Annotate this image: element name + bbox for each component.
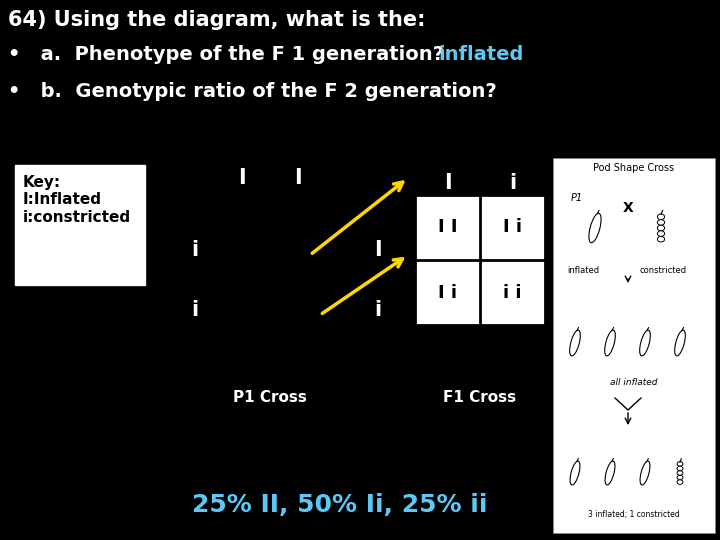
Ellipse shape (570, 330, 580, 356)
Text: I: I (444, 173, 451, 193)
Text: F1 Cross: F1 Cross (444, 390, 516, 405)
Ellipse shape (640, 461, 650, 485)
Ellipse shape (657, 231, 665, 237)
Text: I: I (374, 240, 382, 260)
Text: I: I (294, 168, 302, 188)
Ellipse shape (605, 461, 615, 485)
Ellipse shape (657, 220, 665, 225)
Text: 3 inflated; 1 constricted: 3 inflated; 1 constricted (588, 510, 680, 519)
Text: I i: I i (503, 219, 522, 237)
Text: i: i (509, 173, 516, 193)
Ellipse shape (639, 330, 650, 356)
Text: I: I (238, 168, 246, 188)
Text: Key:
I:Inflated
i:constricted: Key: I:Inflated i:constricted (23, 175, 131, 225)
Text: •   a.  Phenotype of the F 1 generation?: • a. Phenotype of the F 1 generation? (8, 45, 451, 64)
Ellipse shape (677, 471, 683, 475)
Text: Pod Shape Cross: Pod Shape Cross (593, 163, 675, 173)
Text: 25% II, 50% Ii, 25% ii: 25% II, 50% Ii, 25% ii (192, 493, 487, 517)
Ellipse shape (657, 225, 665, 231)
Text: I I: I I (438, 219, 457, 237)
Ellipse shape (675, 330, 685, 356)
Ellipse shape (677, 462, 683, 466)
Ellipse shape (657, 214, 665, 220)
Text: 64) Using the diagram, what is the:: 64) Using the diagram, what is the: (8, 10, 426, 30)
Bar (15, 165, 145, 285)
Ellipse shape (605, 330, 616, 356)
Ellipse shape (677, 475, 683, 480)
Text: i: i (192, 240, 199, 260)
Text: •   b.  Genotypic ratio of the F 2 generation?: • b. Genotypic ratio of the F 2 generati… (8, 82, 497, 101)
Text: I i: I i (438, 284, 457, 301)
Text: P1: P1 (571, 193, 583, 203)
Ellipse shape (570, 461, 580, 485)
Text: i: i (192, 300, 199, 320)
Ellipse shape (657, 237, 665, 242)
Text: constricted: constricted (639, 266, 687, 275)
Ellipse shape (589, 213, 601, 243)
Text: inflated: inflated (567, 266, 599, 275)
Text: inflated: inflated (438, 45, 523, 64)
Bar (553, 158, 715, 533)
Text: i i: i i (503, 284, 522, 301)
Ellipse shape (677, 480, 683, 484)
Ellipse shape (677, 466, 683, 471)
Bar (415, 195, 545, 325)
Text: X: X (623, 201, 634, 215)
Text: all inflated: all inflated (611, 378, 658, 387)
Text: i: i (374, 300, 382, 320)
Text: P1 Cross: P1 Cross (233, 390, 307, 405)
